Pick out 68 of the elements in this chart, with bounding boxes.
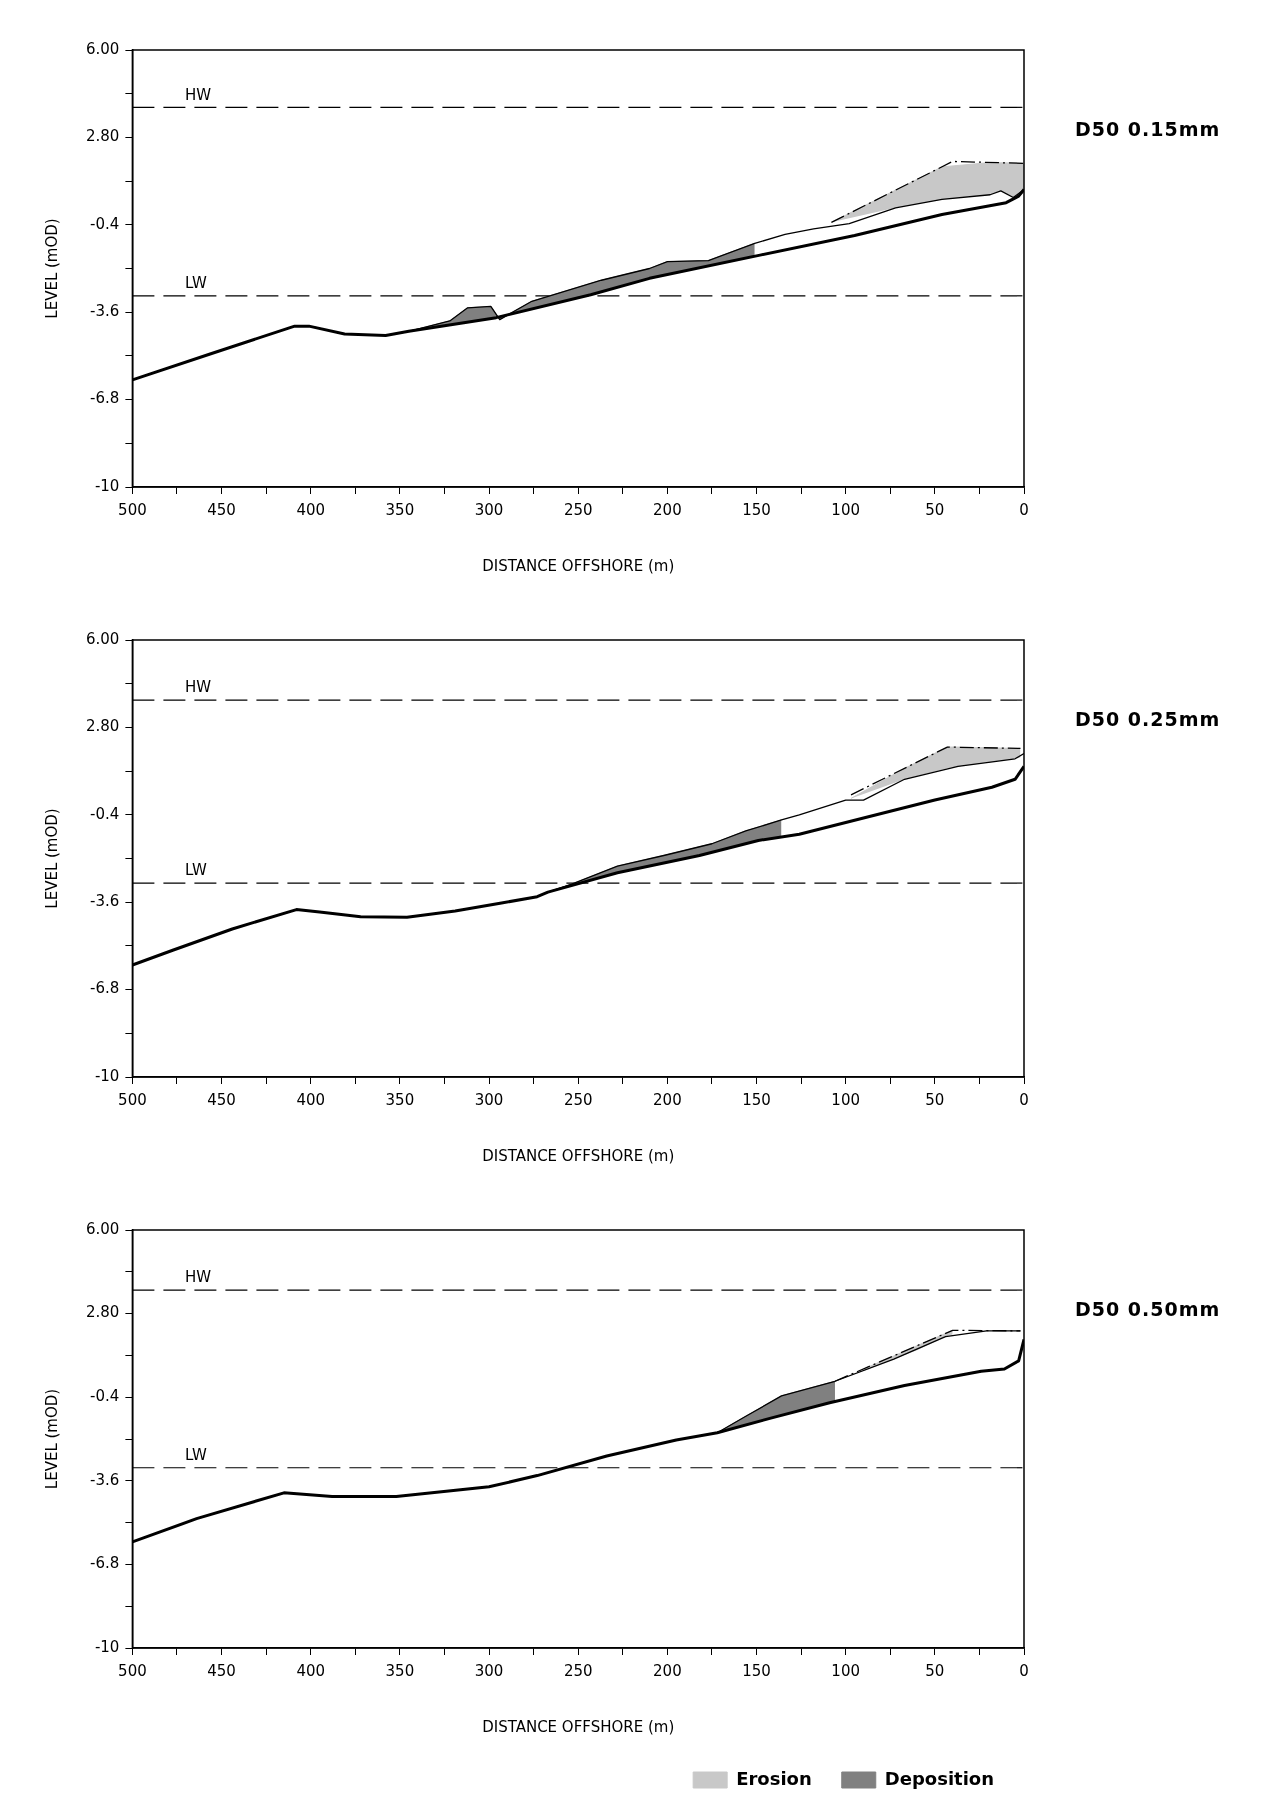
- legend-label: Erosion: [736, 1767, 812, 1789]
- x-tick-label: 100: [831, 1090, 860, 1109]
- ref-line-label: LW: [184, 274, 207, 293]
- x-tick-label: 450: [207, 1661, 236, 1680]
- x-tick-label: 0: [1019, 1661, 1029, 1680]
- x-tick-label: 400: [296, 1661, 326, 1680]
- y-tick-label: -6.8: [90, 389, 120, 408]
- x-tick-label: 350: [385, 1090, 415, 1109]
- x-tick-label: 150: [742, 1090, 771, 1109]
- x-axis-title: DISTANCE OFFSHORE (m): [482, 1146, 675, 1165]
- y-tick-label: -10: [94, 476, 120, 495]
- x-tick-label: 150: [742, 1661, 771, 1680]
- x-tick-label: 500: [118, 1661, 147, 1680]
- y-tick-label: -0.4: [90, 214, 120, 233]
- y-tick-label: -0.4: [90, 1387, 120, 1406]
- text: D50 0.25mm: [1075, 708, 1221, 730]
- x-tick-label: 300: [474, 500, 504, 519]
- x-tick-label: 300: [474, 1090, 504, 1109]
- x-tick-label: 250: [563, 1090, 593, 1109]
- x-tick-label: 350: [385, 500, 415, 519]
- text: D50 0.50mm: [1075, 1298, 1221, 1320]
- y-tick-label: 6.00: [85, 39, 120, 58]
- y-tick-label: -3.6: [90, 892, 120, 911]
- x-tick-label: 200: [653, 500, 682, 519]
- y-tick-label: 2.80: [85, 1303, 120, 1322]
- x-tick-label: 300: [474, 1661, 504, 1680]
- y-tick-label: 6.00: [85, 629, 120, 648]
- text: D50 0.15mm: [1075, 118, 1221, 140]
- y-axis-title: LEVEL (mOD): [42, 808, 61, 909]
- ref-line-label: HW: [184, 1268, 212, 1287]
- y-tick-label: -10: [94, 1637, 120, 1656]
- x-tick-label: 0: [1019, 1090, 1029, 1109]
- x-tick-label: 250: [563, 1661, 593, 1680]
- y-axis-title: LEVEL (mOD): [42, 1388, 61, 1490]
- x-tick-label: 100: [831, 1661, 860, 1680]
- y-tick-label: 6.00: [85, 1219, 120, 1238]
- x-tick-label: 500: [118, 500, 147, 519]
- x-tick-label: 400: [296, 500, 326, 519]
- legend-label: Deposition: [884, 1767, 995, 1789]
- x-tick-label: 50: [925, 1661, 945, 1680]
- ref-line-label: HW: [184, 85, 212, 104]
- y-axis-title: LEVEL (mOD): [42, 218, 61, 319]
- x-axis-title: DISTANCE OFFSHORE (m): [482, 556, 675, 575]
- x-tick-label: 200: [653, 1661, 682, 1680]
- x-tick-label: 100: [831, 500, 860, 519]
- ref-line-label: LW: [184, 861, 207, 880]
- x-axis-title: DISTANCE OFFSHORE (m): [482, 1717, 675, 1736]
- y-tick-label: -10: [94, 1066, 120, 1085]
- x-tick-label: 50: [925, 1090, 945, 1109]
- x-tick-label: 0: [1019, 500, 1029, 519]
- x-tick-label: 450: [207, 1090, 236, 1109]
- x-tick-label: 450: [207, 500, 236, 519]
- ref-line-label: HW: [184, 678, 212, 697]
- y-tick-label: 2.80: [85, 717, 120, 736]
- y-tick-label: 2.80: [85, 127, 120, 146]
- x-tick-label: 50: [925, 500, 945, 519]
- x-tick-label: 200: [653, 1090, 682, 1109]
- y-tick-label: -3.6: [90, 302, 120, 321]
- y-tick-label: -6.8: [90, 979, 120, 998]
- y-tick-label: -0.4: [90, 804, 120, 823]
- x-tick-label: 400: [296, 1090, 326, 1109]
- x-tick-label: 250: [563, 500, 593, 519]
- ref-line-label: LW: [184, 1446, 207, 1465]
- x-tick-label: 500: [118, 1090, 147, 1109]
- x-tick-label: 150: [742, 500, 771, 519]
- x-tick-label: 350: [385, 1661, 415, 1680]
- y-tick-label: -6.8: [90, 1554, 120, 1573]
- y-tick-label: -3.6: [90, 1470, 120, 1489]
